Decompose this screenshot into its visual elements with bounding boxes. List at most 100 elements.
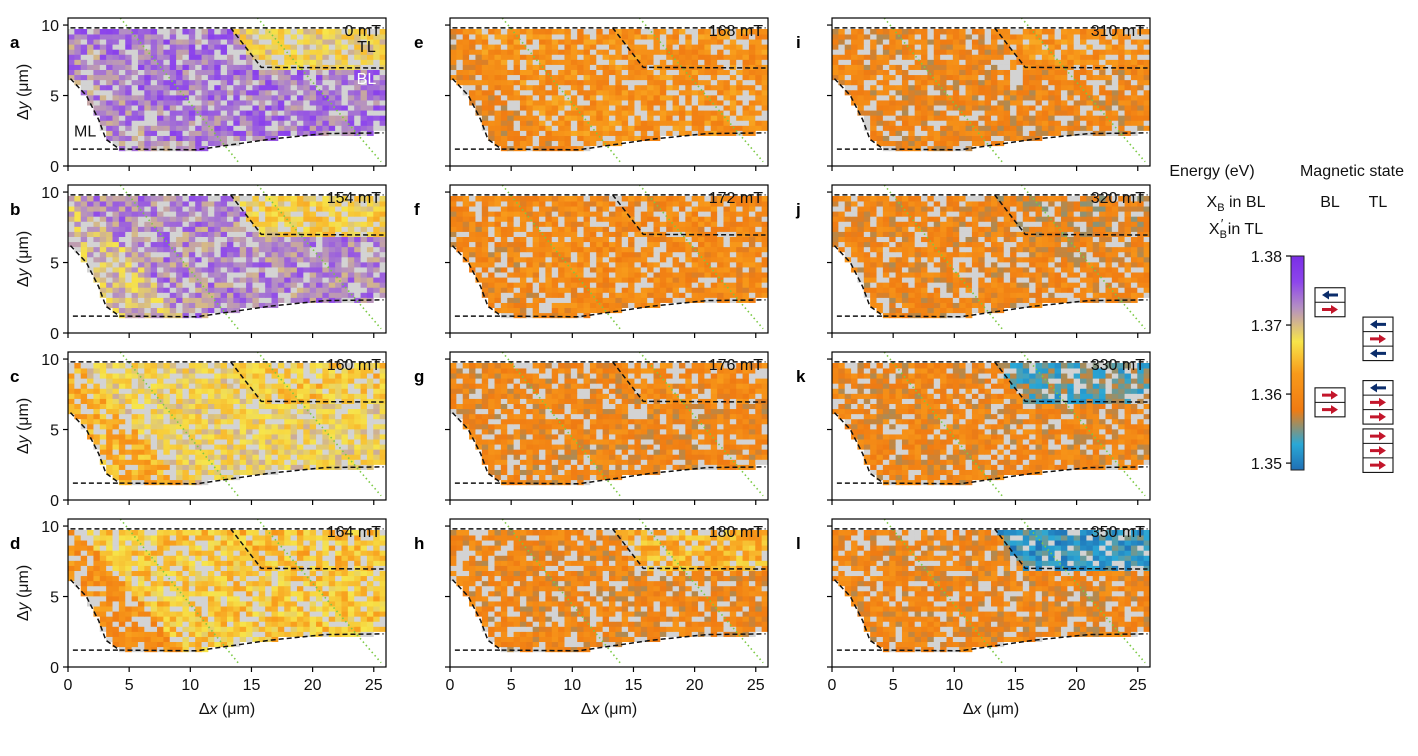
- heatmap-cell: [239, 611, 247, 617]
- heatmap-cell: [366, 256, 374, 263]
- heatmap-cell: [201, 120, 209, 126]
- heatmap-cell: [137, 398, 145, 404]
- heatmap-cell: [246, 469, 253, 476]
- heatmap-cell: [239, 469, 247, 476]
- heatmap-cell: [354, 292, 361, 298]
- heatmap-cell: [239, 94, 247, 101]
- heatmap-cell: [195, 246, 202, 253]
- heatmap-cell: [335, 550, 342, 556]
- heatmap-cell: [207, 89, 215, 96]
- heatmap-cell: [87, 216, 94, 222]
- heatmap-cell: [201, 292, 209, 298]
- heatmap-cell: [366, 105, 374, 111]
- heatmap-cell: [125, 616, 132, 622]
- heatmap-cell: [379, 277, 386, 283]
- heatmap-cell: [214, 580, 222, 587]
- heatmap-cell: [246, 59, 253, 65]
- heatmap-cell: [736, 105, 743, 111]
- heatmap-cell: [106, 74, 113, 81]
- heatmap-cell: [290, 89, 298, 96]
- heatmap-cell: [488, 74, 495, 81]
- heatmap-cell: [220, 621, 228, 627]
- heatmap-cell: [118, 246, 126, 253]
- heatmap-cell: [277, 39, 285, 45]
- heatmap-cell: [214, 459, 222, 465]
- heatmap-cell: [163, 636, 171, 643]
- heatmap-cell: [157, 529, 164, 536]
- heatmap-cell: [207, 54, 215, 60]
- heatmap-cell: [296, 560, 304, 566]
- heatmap-cell: [131, 74, 139, 81]
- heatmap-cell: [583, 135, 591, 142]
- heatmap-cell: [309, 34, 317, 40]
- heatmap-cell: [303, 590, 311, 597]
- heatmap-cell: [519, 130, 527, 136]
- heatmap-cell: [277, 231, 285, 237]
- heatmap-cell: [157, 120, 164, 126]
- heatmap-cell: [373, 39, 381, 45]
- heatmap-cell: [239, 256, 247, 263]
- heatmap-cell: [290, 100, 298, 106]
- heatmap-cell: [195, 84, 202, 91]
- heatmap-cell: [106, 636, 113, 643]
- heatmap-cell: [296, 439, 304, 445]
- heatmap-cell: [277, 616, 285, 622]
- heatmap-cell: [112, 135, 120, 142]
- heatmap-cell: [207, 287, 215, 293]
- heatmap-cell: [615, 125, 623, 131]
- heatmap-cell: [188, 383, 196, 389]
- heatmap-cell: [277, 590, 285, 597]
- heatmap-cell: [182, 206, 190, 212]
- heatmap-cell: [258, 74, 266, 81]
- heatmap-cell: [309, 383, 317, 389]
- heatmap-cell: [131, 211, 139, 217]
- heatmap-cell: [258, 601, 266, 607]
- heatmap-cell: [309, 444, 317, 450]
- heatmap-cell: [271, 595, 279, 602]
- heatmap-cell: [290, 69, 298, 76]
- heatmap-cell: [176, 120, 183, 126]
- heatmap-cell: [195, 362, 202, 369]
- heatmap-cell: [271, 211, 279, 217]
- heatmap-cell: [659, 120, 667, 126]
- heatmap-cell: [519, 105, 527, 111]
- heatmap-cell: [258, 403, 266, 410]
- heatmap-cell: [201, 277, 209, 283]
- heatmap-cell: [322, 201, 330, 207]
- heatmap-cell: [678, 94, 686, 101]
- heatmap-cell: [195, 469, 202, 476]
- heatmap-cell: [112, 540, 120, 546]
- heatmap-cell: [373, 125, 381, 131]
- heatmap-cell: [379, 195, 386, 202]
- heatmap-cell: [99, 459, 107, 465]
- heatmap-cell: [188, 459, 196, 465]
- heatmap-cell: [118, 378, 126, 384]
- heatmap-cell: [252, 545, 260, 551]
- heatmap-cell: [296, 383, 304, 389]
- heatmap-cell: [233, 393, 241, 399]
- heatmap-cell: [328, 560, 336, 566]
- heatmap-cell: [131, 125, 139, 131]
- heatmap-cell: [131, 449, 139, 455]
- heatmap-cell: [271, 195, 279, 202]
- heatmap-cell: [379, 120, 386, 126]
- heatmap-cell: [341, 585, 349, 592]
- heatmap-cell: [322, 84, 330, 91]
- heatmap-cell: [227, 423, 234, 430]
- heatmap-cell: [93, 403, 101, 410]
- heatmap-cell: [296, 550, 304, 556]
- heatmap-cell: [182, 302, 190, 309]
- heatmap-cell: [150, 125, 158, 131]
- heatmap-cell: [354, 110, 361, 116]
- heatmap-cell: [131, 550, 139, 556]
- heatmap-cell: [112, 201, 120, 207]
- heatmap-cell: [118, 439, 126, 445]
- heatmap-cell: [163, 601, 171, 607]
- heatmap-cell: [74, 34, 82, 40]
- heatmap-cell: [379, 550, 386, 556]
- heatmap-cell: [118, 28, 126, 35]
- heatmap-cell: [125, 272, 132, 278]
- heatmap-cell: [112, 89, 120, 96]
- heatmap-cell: [316, 413, 323, 420]
- heatmap-cell: [188, 256, 196, 263]
